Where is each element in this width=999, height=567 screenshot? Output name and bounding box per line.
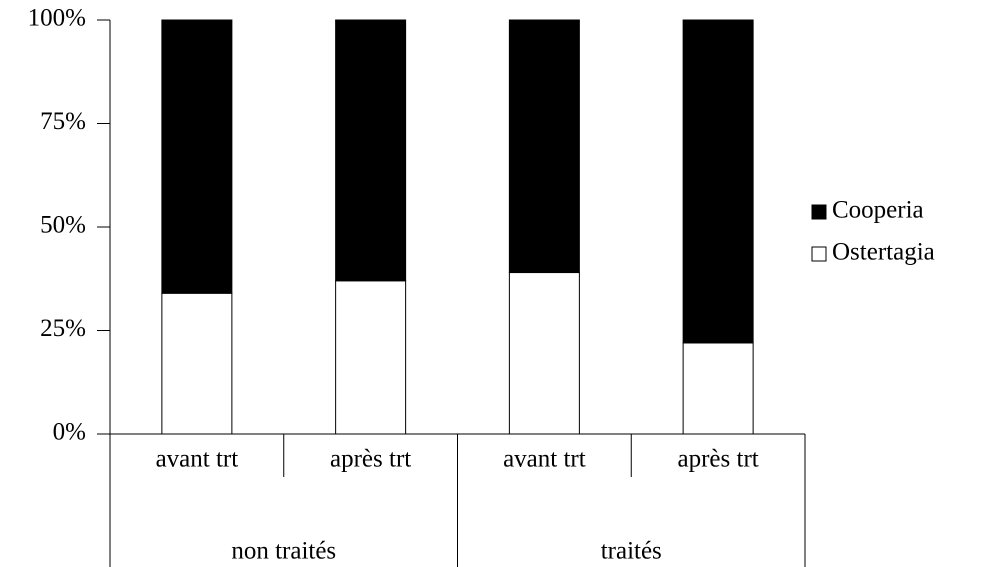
legend-label: Cooperia xyxy=(832,197,924,224)
bar-segment xyxy=(335,280,407,435)
x-tick-label: après trt xyxy=(330,446,411,473)
legend-label: Ostertagia xyxy=(832,239,935,266)
bar-segment xyxy=(508,19,580,274)
bar-segment xyxy=(682,19,754,344)
y-tick-label: 75% xyxy=(40,108,86,135)
x-tick-label: avant trt xyxy=(503,446,586,473)
y-tick-label: 50% xyxy=(40,212,86,239)
y-tick-label: 0% xyxy=(53,419,86,446)
y-tick-label: 100% xyxy=(28,5,86,32)
x-tick-label: avant trt xyxy=(156,446,239,473)
group-label: non traités xyxy=(231,538,336,565)
x-tick-label: après trt xyxy=(678,446,759,473)
bar-segment xyxy=(682,342,754,435)
bar-segment xyxy=(335,19,407,282)
bar-segment xyxy=(161,19,233,294)
bar-segment xyxy=(161,292,233,435)
bar-segment xyxy=(508,272,580,435)
legend-swatch xyxy=(811,246,827,262)
legend-swatch xyxy=(811,204,827,220)
y-tick-label: 25% xyxy=(40,315,86,342)
group-label: traités xyxy=(601,538,662,565)
